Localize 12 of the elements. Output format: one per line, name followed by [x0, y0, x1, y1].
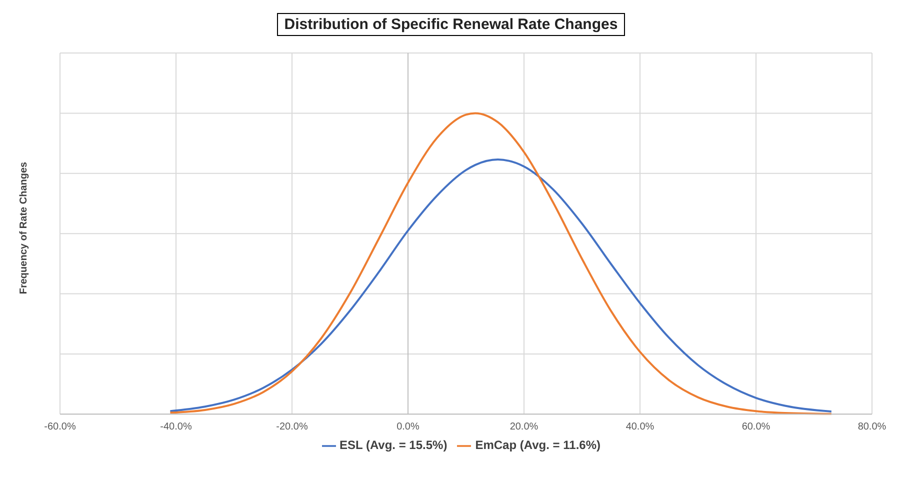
x-tick-label: -20.0%	[276, 421, 308, 432]
x-tick-label: 40.0%	[626, 421, 654, 432]
chart-title: Distribution of Specific Renewal Rate Changes	[277, 13, 625, 36]
x-tick-label: 80.0%	[858, 421, 886, 432]
x-tick-label: -60.0%	[44, 421, 76, 432]
legend-label: ESL (Avg. = 15.5%)	[340, 438, 448, 452]
y-axis-title: Frequency of Rate Changes	[18, 162, 30, 294]
x-tick-label: 60.0%	[742, 421, 770, 432]
x-tick-label: 0.0%	[396, 421, 420, 432]
x-tick-label: -40.0%	[160, 421, 192, 432]
x-tick-label: 20.0%	[510, 421, 538, 432]
legend-label: EmCap (Avg. = 11.6%)	[475, 438, 600, 452]
